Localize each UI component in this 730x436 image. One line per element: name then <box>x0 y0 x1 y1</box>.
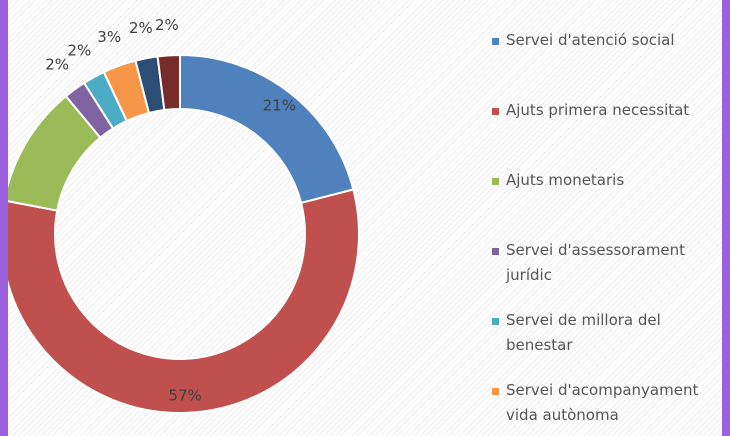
legend-swatch <box>492 248 499 255</box>
legend-swatch <box>492 38 499 45</box>
donut-segment <box>8 188 360 414</box>
legend-entry: Ajuts monetaris <box>488 168 722 238</box>
donut-segment <box>156 53 181 112</box>
legend-entry: Ajuts primera necessitat <box>488 98 722 168</box>
legend: Servei d'atenció social Ajuts primera nec… <box>488 28 722 436</box>
data-label: 2% <box>129 19 153 37</box>
legend-label: Servei d'assessorament jurídic <box>506 241 686 284</box>
donut-segment <box>179 53 355 205</box>
legend-label: Servei de millora del benestar <box>506 311 661 354</box>
chart: 21%57%2%2%3% 2% 2% <box>8 16 360 414</box>
legend-swatch <box>492 108 499 115</box>
data-label: 2% <box>155 16 179 34</box>
legend-label: Ajuts monetaris <box>506 171 625 189</box>
legend-swatch <box>492 178 499 185</box>
data-label: 57% <box>168 386 201 404</box>
legend-entry: Servei d'acompanyament vida autònoma <box>488 378 722 436</box>
legend-swatch <box>492 318 499 325</box>
data-label: 2% <box>67 41 91 59</box>
legend-entry: Servei d'atenció social <box>488 28 722 98</box>
legend-label: Ajuts primera necessitat <box>506 101 690 119</box>
data-label: 21% <box>263 96 296 114</box>
legend-swatch <box>492 388 499 395</box>
data-label: 3% <box>97 28 121 46</box>
legend-label: Servei d'atenció social <box>506 31 675 49</box>
legend-entry: Servei de millora del benestar <box>488 308 722 378</box>
legend-label: Servei d'acompanyament vida autònoma <box>506 381 699 424</box>
data-label: 2% <box>45 55 69 73</box>
legend-entry: Servei d'assessorament jurídic <box>488 238 722 308</box>
